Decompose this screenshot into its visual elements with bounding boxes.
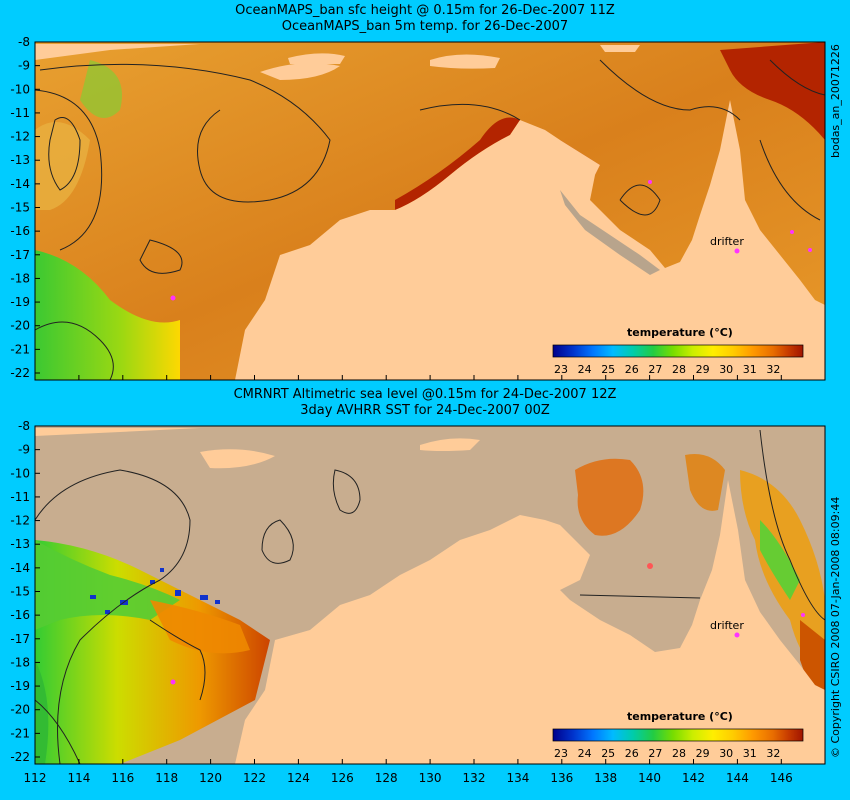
bottom-y-tick-label: -14 xyxy=(10,561,30,575)
bottom-y-tick-label: -18 xyxy=(10,655,30,669)
bottom-colorbar-tick-label: 31 xyxy=(743,747,757,760)
x-tick-label: 114 xyxy=(67,771,90,785)
bottom-sst-map xyxy=(35,426,825,764)
top-colorbar-tick-label: 32 xyxy=(766,363,780,376)
x-tick-label: 122 xyxy=(243,771,266,785)
bottom-y-tick-label: -13 xyxy=(10,537,30,551)
bottom-y-tick-label: -16 xyxy=(10,608,30,622)
bottom-colorbar-tick-label: 30 xyxy=(719,747,733,760)
top-colorbar-ticks: 23 24 25 26 27 28 29 30 31 32 xyxy=(554,363,780,376)
bottom-colorbar-tick-label: 24 xyxy=(578,747,592,760)
bottom-colorbar-tick-label: 29 xyxy=(696,747,710,760)
bottom-y-tick-label: -20 xyxy=(10,703,30,717)
top-map-title-line1: OceanMAPS_ban sfc height @ 0.15m for 26-… xyxy=(235,3,615,18)
x-tick-label: 124 xyxy=(287,771,310,785)
top-y-tick-label: -11 xyxy=(10,106,30,120)
bottom-colorbar-tick-label: 25 xyxy=(601,747,615,760)
x-tick-label: 146 xyxy=(770,771,793,785)
top-y-tick-label: -13 xyxy=(10,153,30,167)
top-colorbar-tick-label: 31 xyxy=(743,363,757,376)
top-colorbar-title: temperature (°C) xyxy=(627,326,733,339)
top-y-tick-label: -22 xyxy=(10,366,30,380)
top-y-tick-label: -21 xyxy=(10,342,30,356)
top-y-tick-label: -19 xyxy=(10,295,30,309)
x-tick-label: 118 xyxy=(155,771,178,785)
x-tick-label: 128 xyxy=(375,771,398,785)
x-tick-label: 136 xyxy=(550,771,573,785)
top-temperature-map xyxy=(35,42,825,380)
top-colorbar-tick-label: 30 xyxy=(719,363,733,376)
top-map-title-line2: OceanMAPS_ban 5m temp. for 26-Dec-2007 xyxy=(281,19,569,34)
bottom-colorbar-tick-label: 27 xyxy=(648,747,662,760)
top-y-tick-label: -17 xyxy=(10,248,30,262)
bottom-y-tick-label: -17 xyxy=(10,632,30,646)
x-tick-label: 126 xyxy=(331,771,354,785)
bottom-y-axis-ticks: -8 -9 -10 -11 -12 -13 -14 -15 -16 -17 -18 -19 -20 -21… xyxy=(10,419,40,764)
bottom-y-tick-label: -8 xyxy=(18,419,30,433)
top-y-axis-ticks: -8 -9 -10 -11 -12 -13 -14 -15 -16 -17 -18 -19 -20 -21… xyxy=(10,35,40,380)
x-tick-label: 144 xyxy=(726,771,749,785)
bottom-colorbar-tick-label: 28 xyxy=(672,747,686,760)
top-colorbar-tick-label: 25 xyxy=(601,363,615,376)
top-colorbar-tick-label: 24 xyxy=(578,363,592,376)
top-colorbar: temperature (°C) 23 24 25 26 27 28 29 30 31 32 xyxy=(552,326,804,376)
x-tick-label: 140 xyxy=(638,771,661,785)
top-y-tick-label: -18 xyxy=(10,271,30,285)
x-tick-label: 112 xyxy=(24,771,47,785)
bottom-y-tick-label: -12 xyxy=(10,514,30,528)
bottom-y-tick-label: -9 xyxy=(18,443,30,457)
top-y-tick-label: -15 xyxy=(10,201,30,215)
top-y-tick-label: -10 xyxy=(10,82,30,96)
x-tick-label: 120 xyxy=(199,771,222,785)
top-colorbar-tick-label: 26 xyxy=(625,363,639,376)
top-y-tick-label: -14 xyxy=(10,177,30,191)
bottom-colorbar-tick-label: 32 xyxy=(766,747,780,760)
top-y-tick-label: -12 xyxy=(10,130,30,144)
bottom-colorbar-tick-label: 23 xyxy=(554,747,568,760)
top-colorbar-tick-label: 29 xyxy=(696,363,710,376)
x-tick-label: 130 xyxy=(419,771,442,785)
bottom-colorbar-ticks: 23 24 25 26 27 28 29 30 31 32 xyxy=(554,747,780,760)
top-y-tick-label: -16 xyxy=(10,224,30,238)
bottom-map-title-line2: 3day AVHRR SST for 24-Dec-2007 00Z xyxy=(300,403,550,418)
bottom-y-tick-label: -10 xyxy=(10,466,30,480)
top-drifter-label: drifter xyxy=(710,235,744,248)
bottom-colorbar: temperature (°C) 23 24 25 26 27 28 29 30 31 32 xyxy=(552,710,804,760)
x-tick-label: 116 xyxy=(111,771,134,785)
top-y-tick-label: -20 xyxy=(10,319,30,333)
bottom-drifter-label: drifter xyxy=(710,619,744,632)
top-colorbar-tick-label: 28 xyxy=(672,363,686,376)
bottom-y-tick-label: -11 xyxy=(10,490,30,504)
x-axis-ticks: 112 114 116 118 120 122 124 126 128 130 132 134 136 1… xyxy=(24,375,793,785)
bottom-colorbar-tick-label: 26 xyxy=(625,747,639,760)
top-y-tick-label: -9 xyxy=(18,59,30,73)
x-tick-label: 138 xyxy=(594,771,617,785)
bottom-colorbar-title: temperature (°C) xyxy=(627,710,733,723)
x-tick-label: 132 xyxy=(463,771,486,785)
bottom-map-title-line1: CMRNRT Altimetric sea level @0.15m for 2… xyxy=(233,387,617,402)
bottom-y-tick-label: -22 xyxy=(10,750,30,764)
bottom-y-tick-label: -21 xyxy=(10,726,30,740)
bottom-y-tick-label: -15 xyxy=(10,585,30,599)
top-colorbar-tick-label: 23 xyxy=(554,363,568,376)
bottom-y-tick-label: -19 xyxy=(10,679,30,693)
top-colorbar-tick-label: 27 xyxy=(648,363,662,376)
x-tick-label: 134 xyxy=(506,771,529,785)
x-tick-label: 142 xyxy=(682,771,705,785)
top-y-tick-label: -8 xyxy=(18,35,30,49)
